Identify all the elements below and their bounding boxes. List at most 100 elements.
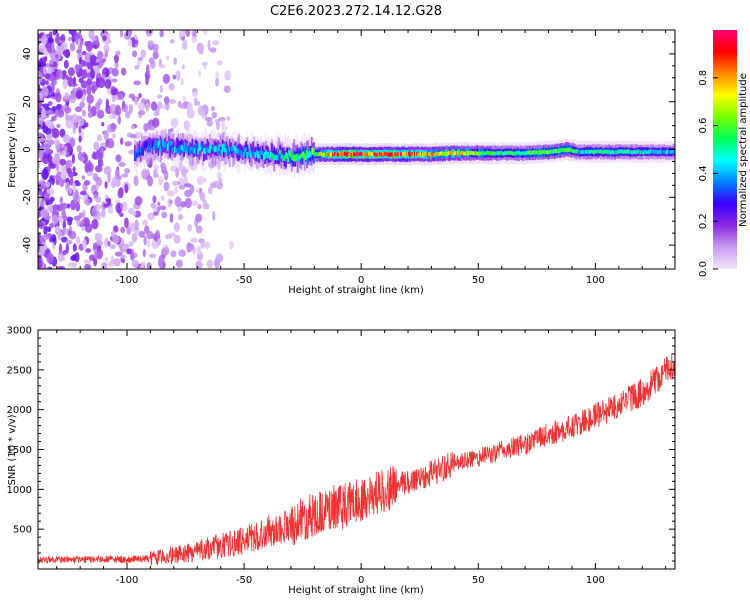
- ridge-cell: [567, 148, 570, 153]
- ridge-cell: [430, 153, 433, 157]
- noise-blob: [67, 261, 76, 268]
- ridge-cell: [555, 148, 558, 153]
- ridge-cell: [337, 152, 340, 157]
- noise-blob: [175, 259, 183, 268]
- noise-blob: [93, 64, 100, 74]
- ridge-cell: [518, 150, 520, 155]
- noise-blob: [134, 64, 140, 70]
- ridge-cell: [451, 152, 454, 156]
- ridge-cell: [431, 151, 434, 156]
- noise-blob: [62, 49, 70, 57]
- noise-blob: [91, 84, 96, 94]
- noise-blob: [42, 66, 48, 75]
- noise-blob: [168, 83, 175, 91]
- ridge-cell: [331, 152, 334, 157]
- ridge-cell: [516, 150, 519, 155]
- noise-blob: [147, 175, 154, 187]
- noise-blob: [69, 176, 74, 187]
- noise-blob: [86, 78, 93, 86]
- ridge-cell: [200, 144, 203, 151]
- noise-blob: [74, 63, 80, 74]
- ridge-cell: [165, 143, 168, 149]
- ridge-cell: [392, 152, 395, 157]
- noise-blob: [157, 201, 161, 207]
- ridge-cell: [223, 143, 225, 150]
- noise-blob: [74, 181, 81, 187]
- noise-blob: [60, 42, 68, 52]
- noise-blob: [46, 252, 54, 264]
- ridge-cell: [308, 150, 311, 158]
- ridge-cell: [413, 152, 416, 157]
- ridge-cell: [522, 151, 525, 156]
- x-tick-label: 100: [586, 275, 605, 286]
- ridge-cell: [340, 151, 342, 156]
- ridge-cell: [207, 149, 210, 154]
- ridge-cell: [155, 138, 157, 147]
- ridge-cell: [310, 148, 313, 155]
- noise-blob: [92, 220, 97, 227]
- ridge-cell: [317, 152, 320, 157]
- ridge-cell: [169, 143, 171, 150]
- ridge-cell: [423, 152, 426, 157]
- ridge-cell: [210, 143, 212, 150]
- ridge-cell: [488, 151, 491, 155]
- noise-blob: [183, 183, 192, 188]
- noise-blob: [146, 157, 153, 168]
- noise-blob: [134, 219, 139, 231]
- ridge-cell: [271, 152, 273, 161]
- noise-blob: [132, 211, 137, 217]
- noise-blob: [72, 123, 77, 134]
- ridge-cell: [307, 153, 310, 159]
- ridge-cell: [578, 149, 581, 154]
- ridge-cell: [642, 150, 644, 155]
- ridge-cell: [149, 141, 152, 147]
- noise-blob: [121, 67, 127, 76]
- ridge-cell: [139, 146, 142, 162]
- noise-blob: [104, 257, 109, 262]
- ridge-cell: [632, 150, 635, 155]
- noise-blob: [72, 166, 76, 173]
- ridge-cell: [206, 146, 209, 153]
- ridge-cell: [278, 152, 280, 164]
- noise-blob: [143, 235, 147, 246]
- y-tick-label: 1000: [7, 485, 32, 496]
- ridge-cell: [444, 151, 447, 156]
- ridge-cell: [458, 151, 461, 155]
- noise-blob: [134, 97, 139, 106]
- ridge-cell: [541, 149, 544, 154]
- ridge-cell: [232, 147, 235, 155]
- ridge-cell: [548, 149, 551, 154]
- ridge-cell: [228, 138, 231, 156]
- ridge-cell: [667, 150, 670, 154]
- noise-blob: [38, 148, 45, 159]
- noise-blob: [112, 132, 116, 139]
- noise-blob: [120, 254, 127, 259]
- ridge-cell: [426, 153, 429, 157]
- colorbar-label: Normalized spectral amplitude: [738, 73, 749, 227]
- snr-frame: [37, 329, 676, 570]
- ridge-cell: [449, 150, 451, 155]
- ridge-cell: [328, 152, 331, 157]
- noise-blob: [157, 257, 164, 268]
- noise-blob: [44, 225, 48, 231]
- ridge-cell: [494, 151, 497, 156]
- noise-blob: [197, 101, 201, 107]
- ridge-cell: [259, 150, 262, 156]
- ridge-cell: [656, 150, 659, 155]
- spectrogram-y-label: Frequency (Hz): [7, 112, 18, 188]
- noise-blob: [74, 106, 83, 113]
- ridge-cell: [621, 149, 623, 154]
- noise-blob: [153, 169, 158, 176]
- ridge-cell: [628, 149, 630, 154]
- ridge-cell: [550, 149, 553, 154]
- ridge-cell: [150, 140, 153, 147]
- ridge-cell: [658, 150, 661, 155]
- noise-blob: [46, 266, 53, 269]
- ridge-cell: [574, 149, 577, 154]
- ridge-cell: [650, 149, 653, 154]
- noise-blob: [160, 162, 166, 170]
- noise-blob: [177, 100, 182, 108]
- ridge-cell: [468, 151, 471, 155]
- ridge-cell: [557, 149, 560, 154]
- noise-blob: [59, 158, 67, 166]
